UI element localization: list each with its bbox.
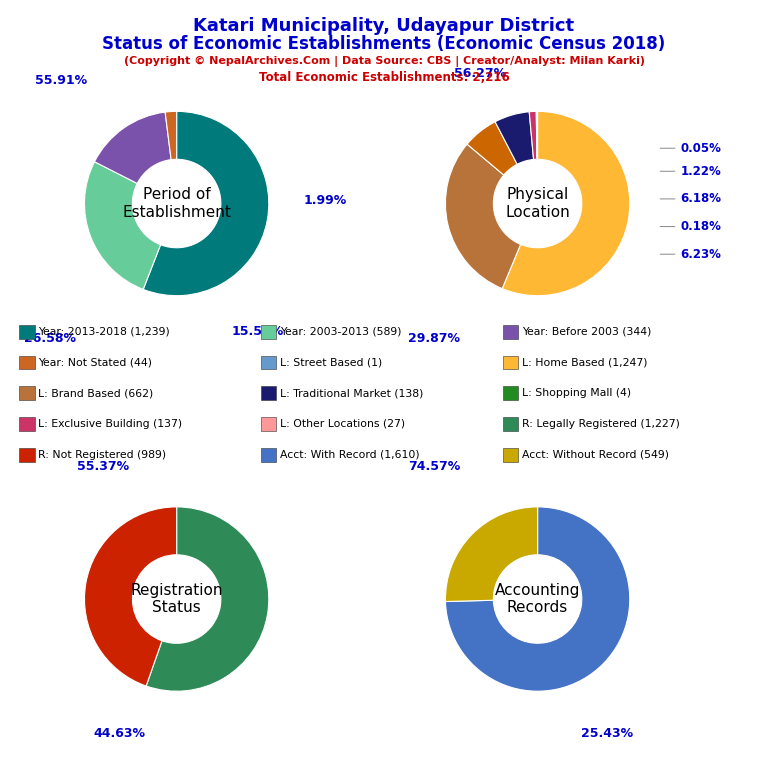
Wedge shape [143, 111, 269, 296]
Wedge shape [467, 122, 517, 175]
Text: L: Exclusive Building (137): L: Exclusive Building (137) [38, 419, 183, 429]
Text: 6.18%: 6.18% [660, 193, 721, 205]
Wedge shape [94, 112, 171, 184]
Text: Total Economic Establishments: 2,216: Total Economic Establishments: 2,216 [259, 71, 509, 84]
Text: Katari Municipality, Udayapur District: Katari Municipality, Udayapur District [194, 17, 574, 35]
Text: 55.91%: 55.91% [35, 74, 88, 87]
Text: Year: 2013-2018 (1,239): Year: 2013-2018 (1,239) [38, 326, 170, 337]
Wedge shape [495, 111, 534, 164]
Wedge shape [529, 111, 537, 160]
Text: R: Legally Registered (1,227): R: Legally Registered (1,227) [522, 419, 680, 429]
Text: R: Not Registered (989): R: Not Registered (989) [38, 449, 167, 460]
Text: Year: 2003-2013 (589): Year: 2003-2013 (589) [280, 326, 402, 337]
Wedge shape [445, 144, 521, 289]
Text: Acct: With Record (1,610): Acct: With Record (1,610) [280, 449, 420, 460]
Text: 0.18%: 0.18% [660, 220, 721, 233]
Text: (Copyright © NepalArchives.Com | Data Source: CBS | Creator/Analyst: Milan Karki: (Copyright © NepalArchives.Com | Data So… [124, 56, 644, 67]
Text: 29.87%: 29.87% [408, 332, 460, 345]
Text: Registration
Status: Registration Status [131, 583, 223, 615]
Wedge shape [536, 111, 538, 159]
Text: L: Traditional Market (138): L: Traditional Market (138) [280, 388, 424, 399]
Text: Accounting
Records: Accounting Records [495, 583, 581, 615]
Text: 1.22%: 1.22% [660, 165, 721, 177]
Text: 15.52%: 15.52% [231, 325, 283, 338]
Wedge shape [445, 507, 630, 691]
Text: L: Street Based (1): L: Street Based (1) [280, 357, 382, 368]
Wedge shape [84, 507, 177, 686]
Text: L: Brand Based (662): L: Brand Based (662) [38, 388, 154, 399]
Text: Acct: Without Record (549): Acct: Without Record (549) [522, 449, 669, 460]
Text: Year: Not Stated (44): Year: Not Stated (44) [38, 357, 152, 368]
Text: 44.63%: 44.63% [93, 727, 145, 740]
Text: 6.23%: 6.23% [660, 248, 721, 260]
Text: Period of
Establishment: Period of Establishment [122, 187, 231, 220]
Wedge shape [165, 111, 177, 160]
Text: 55.37%: 55.37% [77, 460, 129, 473]
Text: 1.99%: 1.99% [303, 194, 346, 207]
Text: 74.57%: 74.57% [408, 460, 460, 473]
Text: 25.43%: 25.43% [581, 727, 633, 740]
Text: 26.58%: 26.58% [24, 332, 76, 345]
Text: L: Other Locations (27): L: Other Locations (27) [280, 419, 406, 429]
Text: Year: Before 2003 (344): Year: Before 2003 (344) [522, 326, 651, 337]
Text: 0.05%: 0.05% [660, 142, 721, 154]
Text: Physical
Location: Physical Location [505, 187, 570, 220]
Text: Status of Economic Establishments (Economic Census 2018): Status of Economic Establishments (Econo… [102, 35, 666, 52]
Text: L: Shopping Mall (4): L: Shopping Mall (4) [522, 388, 631, 399]
Wedge shape [84, 162, 161, 290]
Wedge shape [445, 507, 538, 601]
Wedge shape [502, 111, 630, 296]
Wedge shape [146, 507, 269, 691]
Text: 56.27%: 56.27% [454, 67, 506, 80]
Text: L: Home Based (1,247): L: Home Based (1,247) [522, 357, 647, 368]
